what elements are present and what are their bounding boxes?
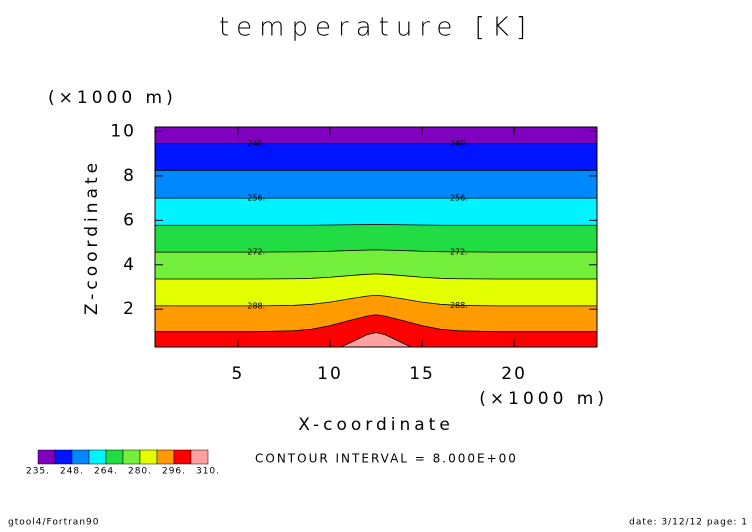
colorbar-label: 296.	[162, 467, 186, 477]
x-unit: (×1000 m)	[479, 389, 608, 409]
contour-line	[155, 273, 597, 280]
plot-area: 240. 240. 256. 256. 272. 272. 288. 288.	[155, 127, 597, 347]
colorbar-box	[54, 449, 73, 465]
y-tick-label: 2	[123, 299, 136, 319]
contour-line	[340, 332, 412, 347]
colorbar-label: 310.	[196, 467, 220, 477]
colorbar-box	[105, 449, 124, 465]
contour-line	[155, 249, 597, 253]
colorbar-label: 264.	[94, 467, 118, 477]
colorbar-label: 280.	[128, 467, 152, 477]
colorbar-box	[37, 449, 56, 465]
x-tick-label: 5	[231, 364, 244, 384]
colorbar-box	[156, 449, 175, 465]
contour-label: 256.	[450, 194, 468, 203]
x-axis-label: X-coordinate	[298, 415, 454, 435]
colorbar-box	[71, 449, 90, 465]
band-fill	[341, 332, 411, 347]
x-tick-label: 20	[501, 364, 527, 384]
y-axis-label: Z-coordinate	[82, 159, 102, 315]
contour-label: 288.	[450, 301, 468, 310]
y-tick-label: 10	[110, 121, 136, 141]
contour-label: 288.	[247, 301, 265, 310]
colorbar-box	[173, 449, 192, 465]
contour-label: 272.	[450, 247, 468, 256]
y-tick-label: 4	[123, 255, 136, 275]
contour-interval: CONTOUR INTERVAL = 8.000E+00	[255, 452, 518, 466]
contour-line	[155, 314, 597, 333]
colorbar-label: 235.	[26, 467, 50, 477]
colorbar-box	[88, 449, 107, 465]
contour-label: 240.	[247, 139, 265, 148]
y-tick-label: 6	[123, 210, 136, 230]
colorbar-label: 248.	[60, 467, 84, 477]
footer-left: gtool4/Fortran90	[8, 518, 99, 528]
colorbar-box	[190, 449, 209, 465]
colorbar-box	[122, 449, 141, 465]
contour-label: 272.	[247, 248, 265, 257]
y-tick-label: 8	[123, 166, 136, 186]
band-fill	[155, 314, 597, 347]
chart-title: temperature [K]	[219, 13, 533, 43]
contour-line	[155, 224, 597, 226]
y-unit: (×1000 m)	[48, 88, 177, 108]
x-tick-label: 10	[317, 364, 343, 384]
contour-label: 240.	[450, 139, 468, 148]
colorbar-box	[139, 449, 158, 465]
contour-line	[155, 294, 597, 307]
contour-label: 256.	[247, 194, 265, 203]
x-tick-label: 15	[409, 364, 435, 384]
plot-frame	[154, 126, 598, 348]
footer-right: date: 3/12/12 page: 1	[629, 518, 748, 528]
